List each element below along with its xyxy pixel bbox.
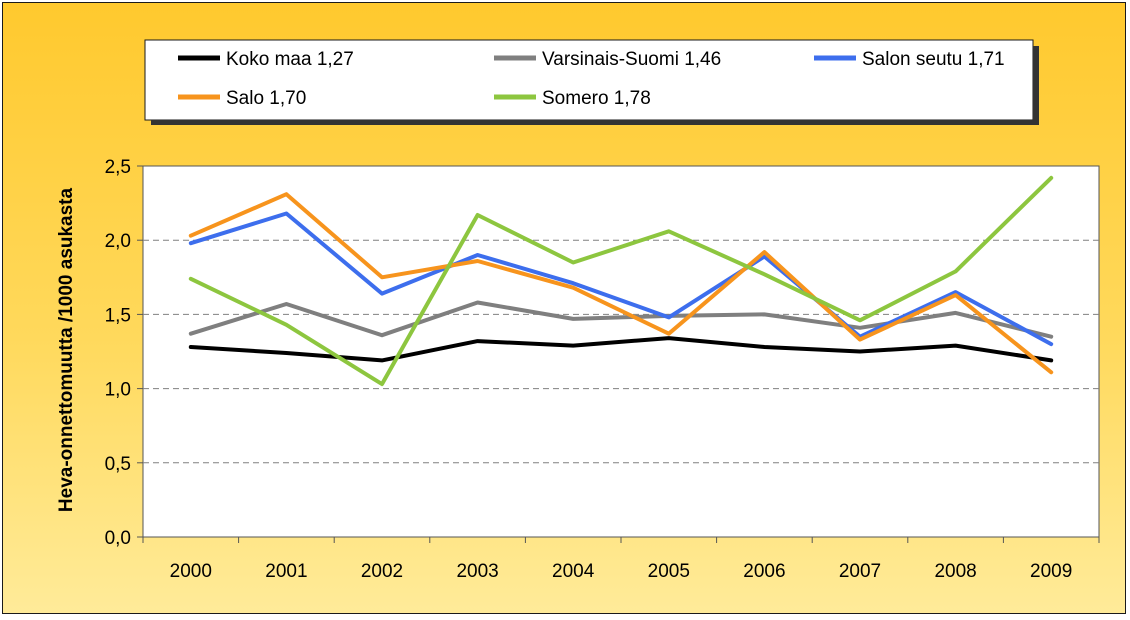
y-tick-label: 2,5 — [105, 157, 131, 178]
x-tick-label: 2007 — [839, 561, 881, 582]
x-tick-label: 2005 — [648, 561, 690, 582]
y-tick-label: 0,0 — [105, 528, 131, 549]
x-axis-ticks: 2000 2001 2002 2003 2004 2005 2006 2007 2008 2009 — [142, 537, 1100, 582]
legend-label: Salon seutu 1,71 — [862, 49, 1005, 70]
series-line — [188, 192, 1054, 375]
x-tick-label: 2000 — [170, 561, 212, 582]
x-tick-label: 2001 — [265, 561, 307, 582]
legend: Koko maa 1,27 Varsinais-Suomi 1,46 Salon s… — [178, 49, 1005, 109]
series-line — [188, 300, 1054, 339]
x-tick-label: 2003 — [456, 561, 498, 582]
series-line — [188, 211, 1054, 347]
legend-box — [144, 39, 1034, 121]
y-axis-ticks: 0,0 0,5 1,0 1,5 2,0 2,5 — [105, 157, 143, 549]
y-tick-label: 2,0 — [105, 231, 131, 252]
legend-label: Koko maa 1,27 — [226, 49, 354, 70]
series-line — [188, 175, 1054, 387]
y-tick-label: 1,0 — [105, 380, 131, 401]
y-tick-label: 1,5 — [105, 305, 131, 326]
legend-box-shadow-side — [1033, 46, 1039, 125]
legend-label: Salo 1,70 — [226, 88, 306, 109]
x-tick-label: 2002 — [361, 561, 403, 582]
x-tick-label: 2004 — [552, 561, 595, 582]
series-lines — [188, 175, 1054, 387]
y-axis-label: Heva-onnettomuutta /1000 asukasta — [56, 187, 77, 512]
y-tick-label: 0,5 — [105, 454, 131, 475]
x-tick-label: 2009 — [1030, 561, 1072, 582]
legend-label: Varsinais-Suomi 1,46 — [542, 49, 721, 70]
x-tick-label: 2008 — [934, 561, 976, 582]
x-tick-label: 2006 — [743, 561, 785, 582]
legend-label: Somero 1,78 — [542, 88, 651, 109]
legend-box-shadow — [151, 120, 1039, 125]
